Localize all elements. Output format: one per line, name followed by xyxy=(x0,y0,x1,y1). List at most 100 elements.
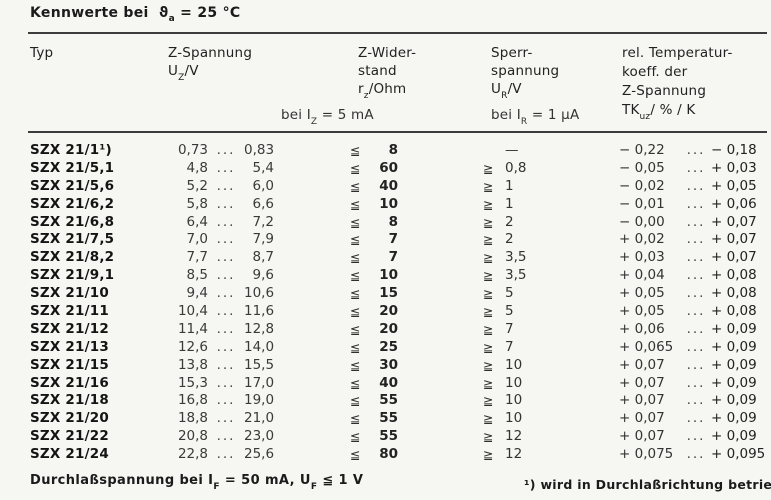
greater-equal-icon: ≧ xyxy=(483,339,494,355)
tk-unit: / % / K xyxy=(650,102,696,118)
column-gap xyxy=(274,267,350,285)
column-gap xyxy=(539,357,619,375)
rz-symbol: r xyxy=(358,81,364,97)
type-label: SZX 21/24 xyxy=(30,446,109,463)
range-dots: ... xyxy=(686,195,706,212)
less-equal-icon: ≦ xyxy=(350,160,361,176)
ur-value: 2 xyxy=(505,213,514,230)
ur-value: 1 xyxy=(505,195,514,212)
range-dots: ... xyxy=(686,267,706,284)
column-gap xyxy=(398,357,483,375)
type-label: SZX 21/5,6 xyxy=(30,177,115,194)
rz-value: 7 xyxy=(388,231,398,248)
type-label: SZX 21/22 xyxy=(30,428,109,445)
range-dots: ... xyxy=(216,338,236,355)
ur-value: 12 xyxy=(505,428,523,445)
type-label: SZX 21/1¹) xyxy=(30,142,112,158)
greater-equal-icon: ≧ xyxy=(483,250,494,266)
range-dots: ... xyxy=(686,356,706,373)
uz-subscript: Z xyxy=(178,72,185,83)
less-equal-icon: ≦ xyxy=(350,375,361,391)
uz-min-value: 4,8 xyxy=(186,159,208,176)
range-dots: ... xyxy=(686,374,706,391)
column-gap xyxy=(398,249,483,267)
tk-max-value: + 0,09 xyxy=(711,374,757,391)
tk-max-value: + 0,09 xyxy=(711,320,757,337)
tk-max-value: + 0,07 xyxy=(711,249,757,266)
tk-max-value: + 0,07 xyxy=(711,231,757,248)
greater-equal-icon: ≧ xyxy=(483,393,494,409)
greater-equal-icon: ≧ xyxy=(483,178,494,194)
greater-equal-icon: ≧ xyxy=(483,232,494,248)
range-dots: ... xyxy=(686,249,706,266)
ur-symbol: U xyxy=(491,81,502,97)
less-equal-icon: ≦ xyxy=(350,196,361,212)
range-dots: ... xyxy=(686,392,706,409)
ur-unit: /V xyxy=(507,81,522,97)
greater-equal-icon: ≧ xyxy=(483,160,494,176)
column-gap xyxy=(274,410,350,428)
uz-min-value: 22,8 xyxy=(177,446,208,463)
tk-min-value: − 0,22 xyxy=(619,142,665,158)
tk-max-value: + 0,09 xyxy=(711,410,757,427)
tk-max-value: + 0,09 xyxy=(711,338,757,355)
ur-value: 10 xyxy=(505,356,523,373)
tk-min-value: + 0,05 xyxy=(619,285,665,302)
table-row: SZX 21/24 22,8 ... 25,6 ≦ 80 ≧ 12 + 0,07… xyxy=(0,446,771,464)
range-dots: ... xyxy=(216,285,236,302)
uz-max-value: 23,0 xyxy=(244,428,275,445)
column-gap xyxy=(398,339,483,357)
column-gap xyxy=(398,142,483,160)
range-dots: ... xyxy=(686,285,706,302)
rz-value: 10 xyxy=(379,195,398,212)
ur-value: 12 xyxy=(505,446,523,463)
type-label: SZX 21/12 xyxy=(30,320,109,337)
uz-max-value: 6,6 xyxy=(252,195,274,212)
footnote-text: Durchlaßspannung bei xyxy=(30,473,209,488)
column-gap xyxy=(539,410,619,428)
tk-min-value: + 0,07 xyxy=(619,374,665,391)
tk-min-value: + 0,065 xyxy=(619,338,674,355)
type-label: SZX 21/20 xyxy=(30,410,109,427)
range-dots: ... xyxy=(216,303,236,320)
column-gap xyxy=(539,267,619,285)
range-dots: ... xyxy=(216,392,236,409)
uz-min-value: 7,0 xyxy=(186,231,208,248)
column-gap xyxy=(539,303,619,321)
tk-min-value: + 0,07 xyxy=(619,356,665,373)
rz-value: 15 xyxy=(379,285,398,302)
column-gap xyxy=(274,285,350,303)
uz-min-value: 12,6 xyxy=(177,338,208,355)
greater-equal-icon: ≧ xyxy=(483,214,494,230)
range-dots: ... xyxy=(216,446,236,463)
rz-value: 7 xyxy=(388,249,398,266)
column-gap xyxy=(539,196,619,214)
uz-max-value: 12,8 xyxy=(244,320,275,337)
uz-min-value: 9,4 xyxy=(186,285,208,302)
table-row: SZX 21/15 13,8 ... 15,5 ≦ 30 ≧ 10 + 0,07… xyxy=(0,357,771,375)
table-row: SZX 21/13 12,6 ... 14,0 ≦ 25 ≧ 7 + 0,065… xyxy=(0,339,771,357)
range-dots: ... xyxy=(216,320,236,337)
uz-max-value: 10,6 xyxy=(244,285,275,302)
less-equal-icon: ≦ xyxy=(350,178,361,194)
column-gap xyxy=(398,214,483,232)
column-gap xyxy=(539,339,619,357)
if-symbol: I xyxy=(208,473,214,488)
range-dots: ... xyxy=(216,159,236,176)
uz-max-value: 11,6 xyxy=(244,303,275,320)
header-label: Sperr- xyxy=(491,45,533,61)
rz-value: 25 xyxy=(379,338,398,355)
rz-value: 80 xyxy=(379,446,398,463)
table-rows: SZX 21/1¹) 0,73 ... 0,83 ≦ 8 — − 0,22 ..… xyxy=(0,142,771,464)
rz-value: 10 xyxy=(379,267,398,284)
column-header-temperaturkoeffizient: rel. Temperatur- koeff. der Z-Spannung T… xyxy=(622,44,733,126)
test-condition-ir: bei IR = 1 μA xyxy=(491,106,579,130)
tk-min-value: + 0,05 xyxy=(619,303,665,320)
column-header-z-spannung: Z-Spannung UZ/V xyxy=(168,44,252,86)
less-equal-icon: ≦ xyxy=(350,339,361,355)
iz-subscript: Z xyxy=(310,116,318,127)
tk-max-value: − 0,18 xyxy=(711,142,757,158)
type-label: SZX 21/10 xyxy=(30,285,109,302)
table-row: SZX 21/5,6 5,2 ... 6,0 ≦ 40 ≧ 1 − 0,02 .… xyxy=(0,178,771,196)
column-gap xyxy=(539,428,619,446)
